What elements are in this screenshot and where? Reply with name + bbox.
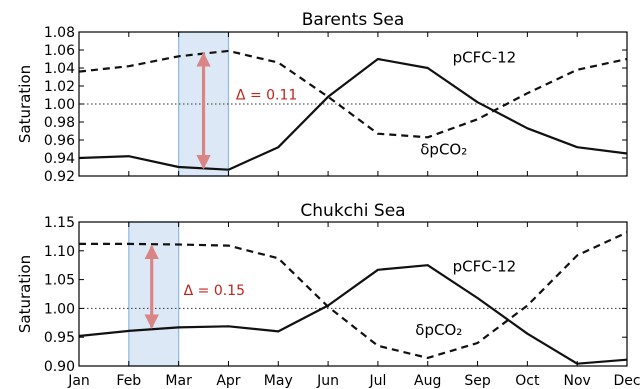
x-tick-label: Jan: [67, 373, 90, 389]
series-line-pcfc12: [78, 49, 628, 139]
x-tick-label: Dec: [613, 373, 640, 389]
x-tick-label: Oct: [515, 373, 540, 389]
plot-frame: [78, 31, 628, 177]
y-tick-label: 0.90: [44, 359, 75, 375]
y-tick-label: 1.10: [44, 244, 75, 260]
y-tick-label: 0.94: [44, 151, 75, 167]
x-tick-label: Mar: [165, 373, 192, 389]
x-tick-label: May: [264, 373, 293, 389]
y-tick-label: 1.05: [44, 273, 75, 289]
x-tick-label: Aug: [414, 373, 441, 389]
panel-2: Δ = 0.15 pCFC-12 δpCO₂ 0.90 0.95 1.00 1.05 1.10…: [16, 201, 641, 389]
series-line-pcfc12: [79, 231, 628, 359]
x-tick-label: Apr: [216, 373, 240, 389]
y-tick-label: 1.00: [44, 301, 75, 317]
series-label-dpco2: δpCO₂: [415, 321, 462, 339]
y-tick-label: 1.06: [44, 43, 75, 59]
x-tick-label: Sep: [464, 373, 491, 389]
series-line-dpco2: [78, 57, 628, 171]
y-tick-label: 0.92: [44, 169, 75, 185]
y-tick-label: 1.02: [44, 79, 75, 95]
difference-label: Δ = 0.15: [184, 283, 245, 299]
y-tick-label: 0.95: [44, 330, 75, 346]
series-line-dpco2: [78, 264, 628, 365]
series-label-pcfc12: pCFC-12: [453, 258, 517, 276]
series-label-dpco2: δpCO₂: [420, 140, 467, 158]
difference-label: Δ = 0.11: [236, 88, 297, 104]
x-tick-label: Feb: [116, 373, 141, 389]
y-tick-label: 1.00: [44, 97, 75, 113]
panel-1: Δ = 0.11 pCFC-12 δpCO₂ 0.92 0.94 0.96 0.98 1.00…: [16, 10, 628, 185]
panel-title: Barents Sea: [302, 10, 405, 30]
y-axis-label: Saturation: [16, 255, 34, 333]
series-label-pcfc12: pCFC-12: [453, 49, 517, 67]
y-tick-label: 0.98: [44, 115, 75, 131]
x-tick-label: Jul: [368, 373, 386, 389]
y-tick-label: 1.04: [44, 61, 75, 77]
y-tick-label: 0.96: [44, 133, 75, 149]
x-tick-label: Nov: [564, 373, 591, 389]
panel-title: Chukchi Sea: [300, 201, 405, 221]
y-axis-label: Saturation: [16, 65, 34, 143]
y-tick-label: 1.15: [44, 215, 75, 231]
y-tick-label: 1.08: [44, 25, 75, 41]
x-tick-label: Jun: [316, 373, 339, 389]
plot-frame: [78, 221, 628, 367]
